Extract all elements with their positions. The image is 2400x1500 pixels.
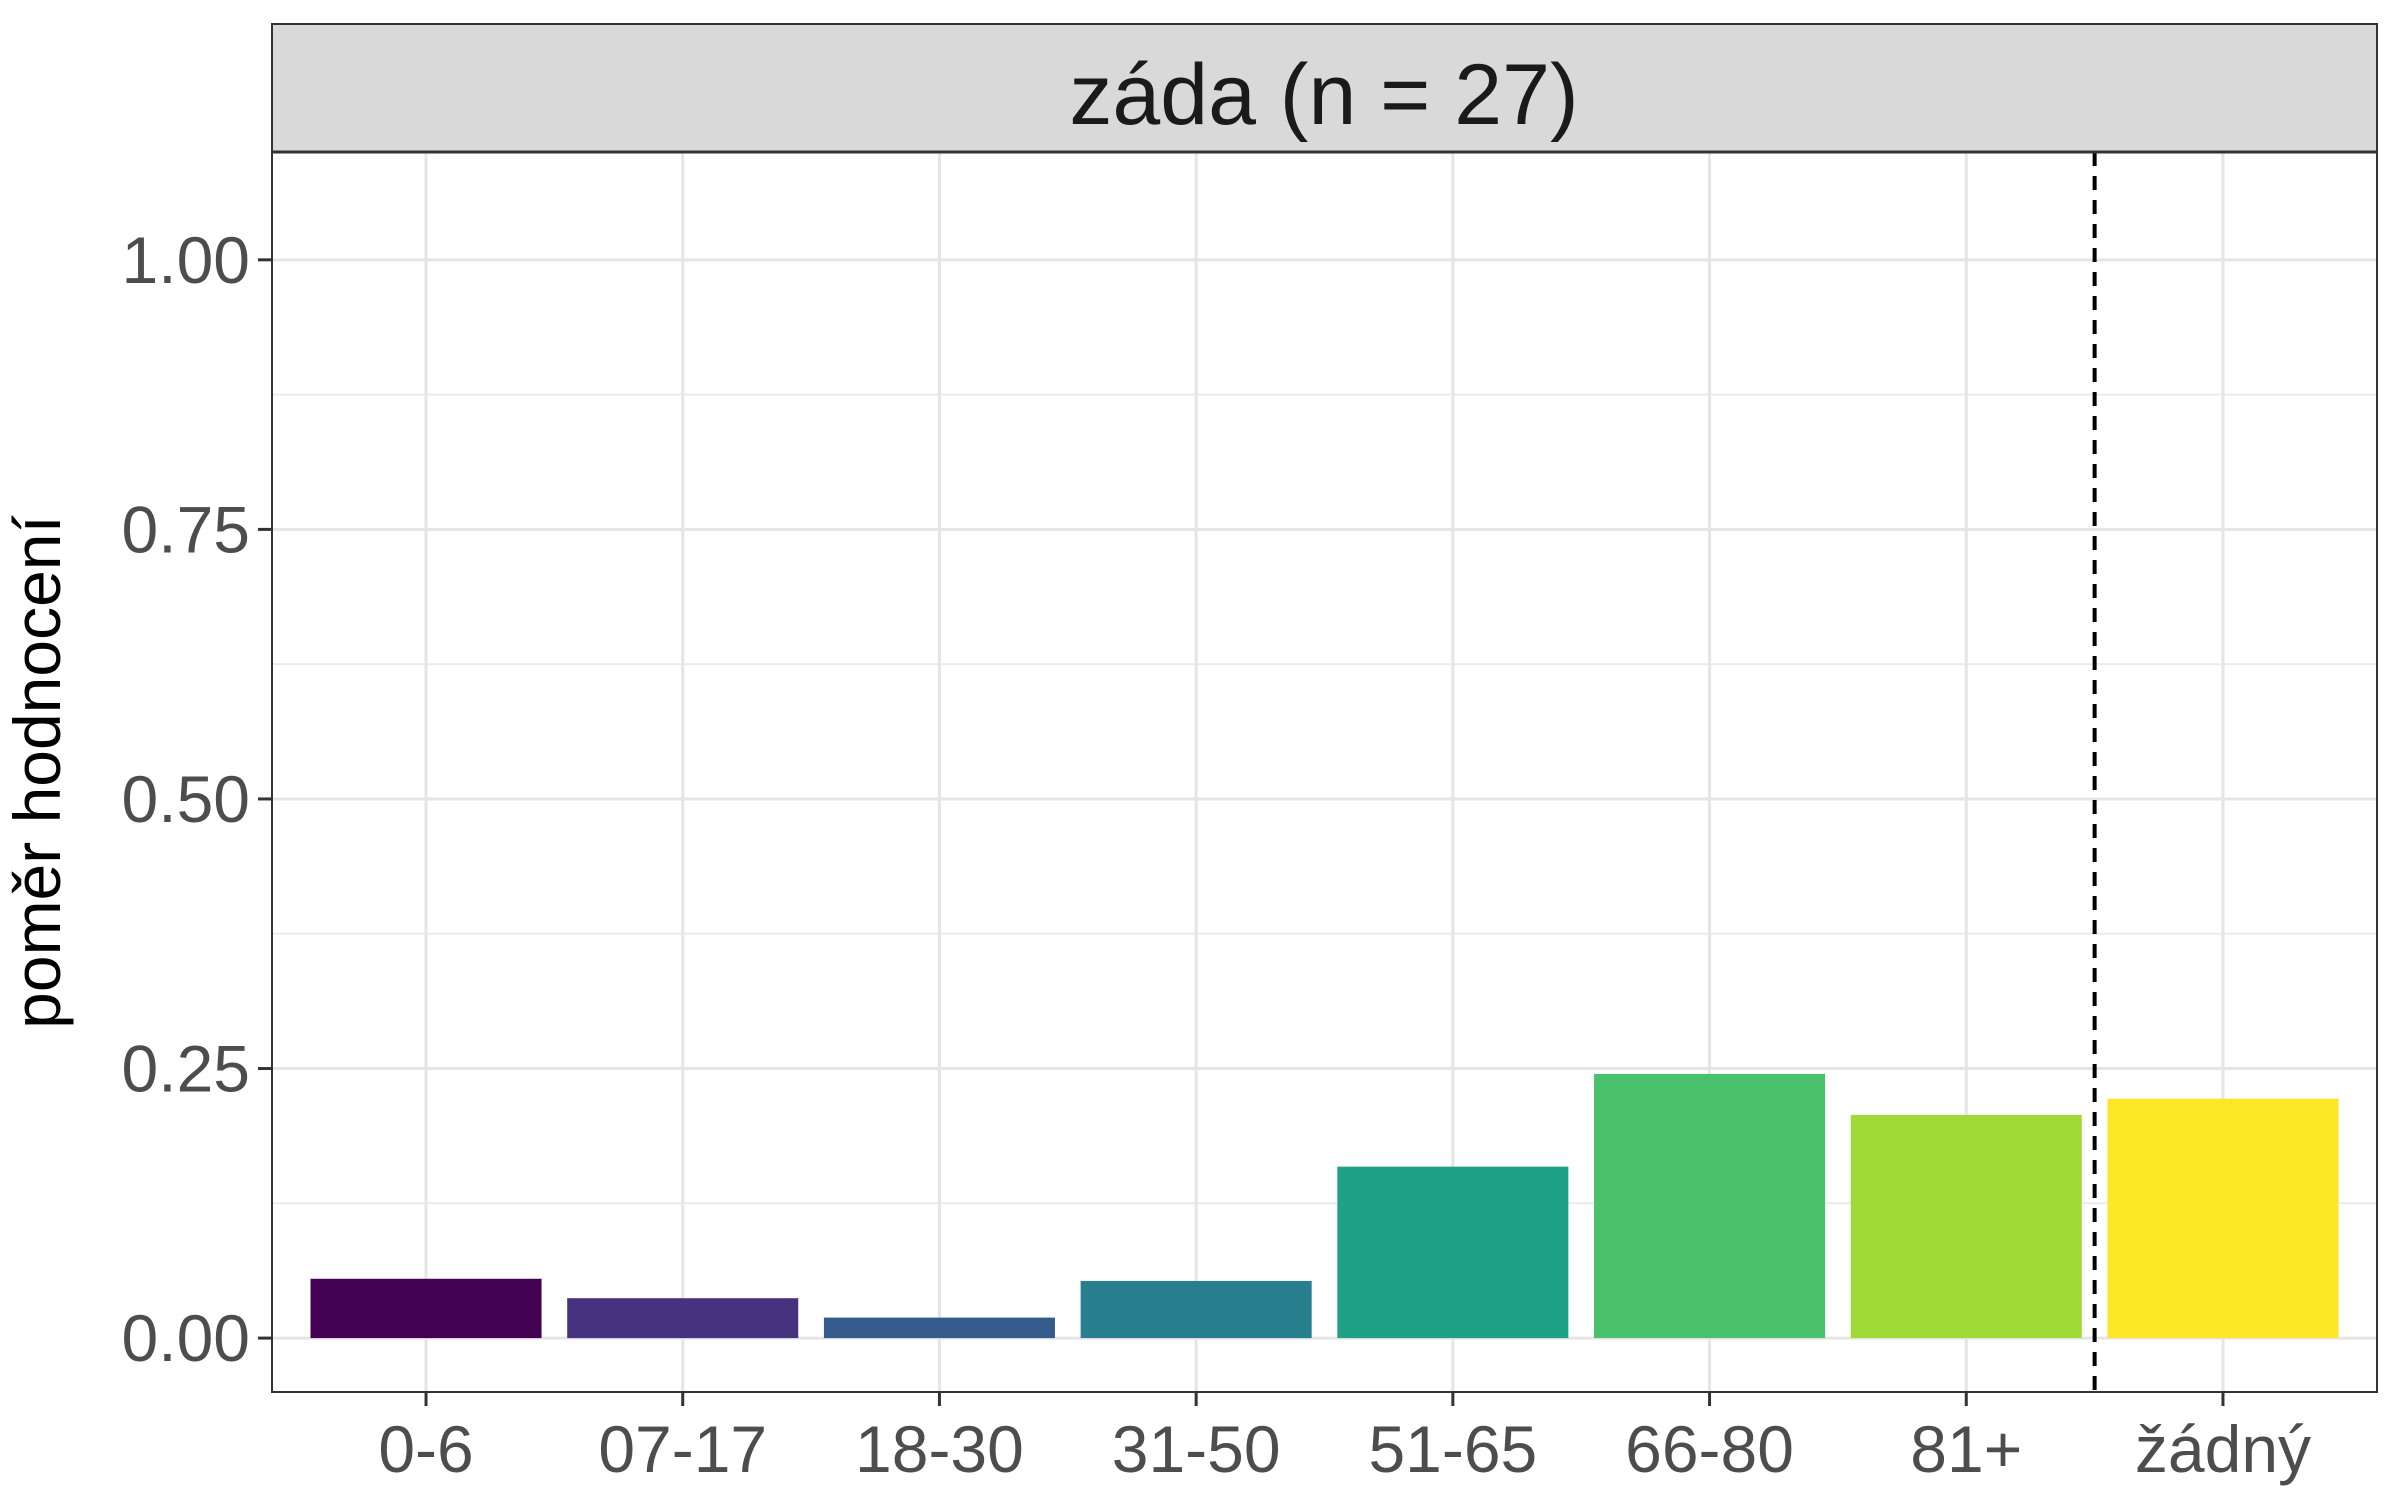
x-tick-label: 81+	[1910, 1412, 2022, 1486]
bar-18-30	[823, 1317, 1055, 1339]
bars	[310, 1073, 2339, 1339]
y-tick-label: 0.00	[122, 1301, 250, 1375]
x-tick-label: 51-65	[1368, 1412, 1537, 1486]
x-tick-label: 07-17	[598, 1412, 767, 1486]
bar-07-17	[567, 1298, 799, 1339]
bar-31-50	[1080, 1280, 1312, 1339]
y-tick-label: 0.50	[122, 762, 250, 836]
y-tick-label: 1.00	[122, 223, 250, 297]
x-tick-label: 0-6	[378, 1412, 473, 1486]
bar-0-6	[310, 1278, 542, 1339]
bar-81+	[1850, 1114, 2082, 1339]
y-axis-title: poměr hodnocení	[0, 514, 74, 1028]
y-axis: 0.00 0.25 0.50 0.75 1.00	[122, 223, 272, 1375]
x-tick-label: 18-30	[855, 1412, 1024, 1486]
facet-title: záda (n = 27)	[1069, 47, 1578, 143]
bar-žádný	[2107, 1098, 2339, 1339]
y-tick-label: 0.25	[122, 1032, 250, 1106]
bar-66-80	[1594, 1073, 1826, 1339]
x-tick-label: 31-50	[1112, 1412, 1281, 1486]
x-tick-label: 66-80	[1625, 1412, 1794, 1486]
x-tick-label: žádný	[2135, 1412, 2311, 1486]
bar-51-65	[1337, 1166, 1569, 1339]
x-axis: 0-6 07-17 18-30 31-50 51-65 66-80 81+ žádný	[378, 1392, 2311, 1486]
y-tick-label: 0.75	[122, 492, 250, 566]
facet-strip: záda (n = 27)	[271, 23, 2378, 154]
